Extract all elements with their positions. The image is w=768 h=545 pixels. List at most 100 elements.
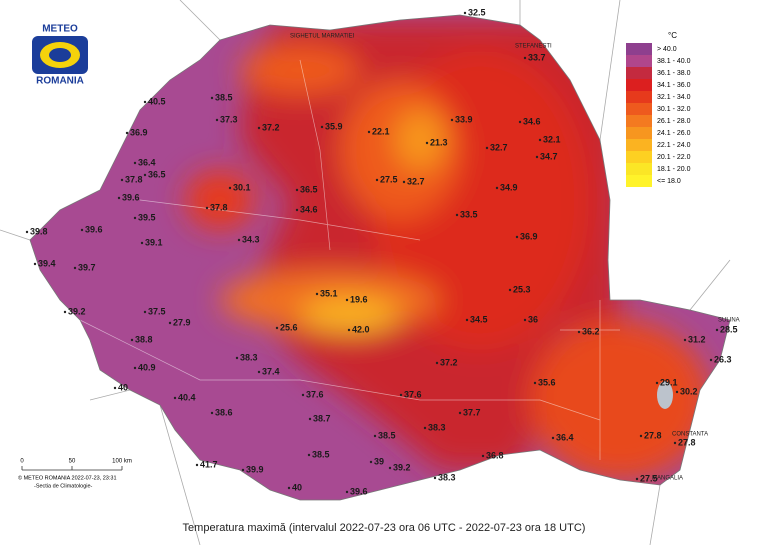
station-dot: [80, 228, 84, 232]
station-dot: [538, 138, 542, 142]
legend-swatch: [626, 43, 652, 55]
station-value: 19.6: [350, 294, 368, 304]
station-dot: [388, 466, 392, 470]
station-dot: [523, 318, 527, 322]
station-dot: [683, 338, 687, 342]
station-value: 39.1: [145, 237, 163, 247]
station-dot: [133, 216, 137, 220]
station-value: 36: [528, 314, 538, 324]
station-dot: [210, 96, 214, 100]
legend-label: 34.1 - 36.0: [657, 82, 691, 89]
station-dot: [433, 476, 437, 480]
legend-swatch: [626, 115, 652, 127]
station-value: 34.6: [523, 116, 541, 126]
place-name: STEFANESTI: [515, 44, 552, 50]
station-dot: [450, 118, 454, 122]
station-dot: [143, 100, 147, 104]
station-value: 25.6: [280, 322, 298, 332]
station-value: 36.4: [556, 432, 574, 442]
station-value: 31.2: [688, 334, 706, 344]
station-value: 42.0: [352, 324, 370, 334]
station-value: 37.3: [220, 114, 238, 124]
station-value: 40.5: [148, 96, 166, 106]
legend-label: 24.1 - 26.0: [657, 130, 691, 137]
station-value: 38.3: [438, 472, 456, 482]
station-value: 35.1: [320, 288, 338, 298]
station-dot: [295, 208, 299, 212]
legend-swatch: [626, 55, 652, 67]
station-dot: [307, 453, 311, 457]
station-dot: [257, 370, 261, 374]
place-name: CONSTANTA: [672, 432, 708, 438]
station-dot: [367, 130, 371, 134]
scale-bar: [21, 466, 123, 471]
station-value: 36.8: [486, 450, 504, 460]
station-value: 39: [374, 456, 384, 466]
station-dot: [301, 393, 305, 397]
station-value: 40.9: [138, 362, 156, 372]
station-dot: [508, 288, 512, 292]
station-dot: [215, 118, 219, 122]
station-dot: [465, 318, 469, 322]
station-value: 36.5: [300, 184, 318, 194]
station-dot: [237, 238, 241, 242]
station-value: 35.9: [325, 121, 343, 131]
station-dot: [140, 241, 144, 245]
station-dot: [533, 381, 537, 385]
station-value: 34.9: [500, 182, 518, 192]
legend-unit: °C: [668, 31, 677, 40]
station-dot: [241, 468, 245, 472]
station-dot: [635, 477, 639, 481]
place-name: SULINA: [718, 318, 740, 324]
station-value: 37.7: [463, 407, 481, 417]
station-value: 37.5: [148, 306, 166, 316]
legend-swatch: [626, 127, 652, 139]
station-dot: [133, 161, 137, 165]
station-dot: [373, 434, 377, 438]
station-value: 39.6: [122, 192, 140, 202]
station-value: 26.3: [714, 354, 732, 364]
station-value: 34.5: [470, 314, 488, 324]
legend-swatch: [626, 91, 652, 103]
station-value: 39.8: [30, 226, 48, 236]
station-dot: [518, 120, 522, 124]
station-dot: [639, 434, 643, 438]
station-dot: [675, 390, 679, 394]
legend-label: 22.1 - 24.0: [657, 142, 691, 149]
place-name: SIGHETUL MARMATIEI: [290, 34, 355, 40]
legend-swatch: [626, 103, 652, 115]
station-dot: [168, 321, 172, 325]
station-value: 38.6: [215, 407, 233, 417]
station-dot: [73, 266, 77, 270]
station-value: 36.2: [582, 326, 600, 336]
station-value: 33.5: [460, 209, 478, 219]
station-dot: [205, 206, 209, 210]
station-dot: [195, 463, 199, 467]
station-value: 40.4: [178, 392, 196, 402]
station-dot: [143, 310, 147, 314]
station-value: 27.8: [644, 430, 662, 440]
station-value: 39.7: [78, 262, 96, 272]
place-name: MANGALIA: [652, 476, 683, 482]
station-dot: [173, 396, 177, 400]
scale-label: 50: [69, 459, 76, 465]
station-value: 39.5: [138, 212, 156, 222]
legend-swatch: [626, 175, 652, 187]
station-dot: [709, 358, 713, 362]
station-dot: [347, 328, 351, 332]
credit: © METEO ROMANIA 2022-07-23, 23:31: [18, 474, 117, 481]
legend-label: 32.1 - 34.0: [657, 94, 691, 101]
station-value: 34.6: [300, 204, 318, 214]
legend-swatch: [626, 79, 652, 91]
scale-label: 100 km: [112, 459, 132, 465]
station-dot: [125, 131, 129, 135]
station-dot: [120, 178, 124, 182]
station-value: 40: [118, 382, 128, 392]
station-dot: [275, 326, 279, 330]
station-value: 39.6: [350, 486, 368, 496]
caption: Temperatura maximă (intervalul 2022-07-2…: [183, 522, 586, 534]
station-dot: [228, 186, 232, 190]
station-value: 30.1: [233, 182, 251, 192]
station-value: 39.2: [393, 462, 411, 472]
station-dot: [485, 146, 489, 150]
